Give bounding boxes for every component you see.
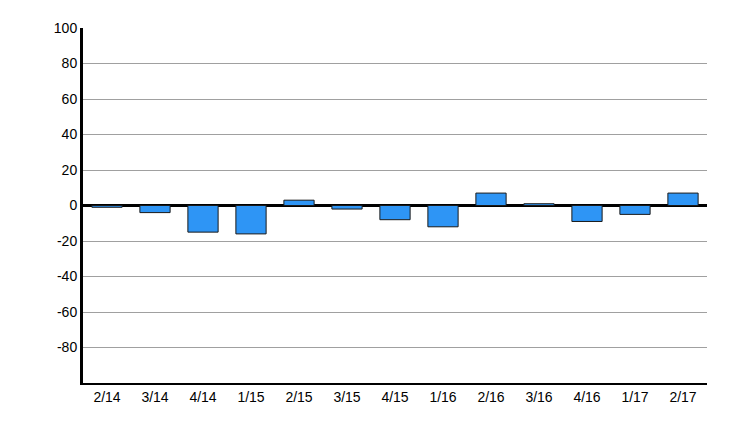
svg-text:60: 60 <box>62 91 78 107</box>
svg-text:0: 0 <box>69 197 77 213</box>
svg-text:1/15: 1/15 <box>237 389 264 405</box>
svg-text:1/16: 1/16 <box>429 389 456 405</box>
svg-text:4/16: 4/16 <box>573 389 600 405</box>
svg-text:3/14: 3/14 <box>141 389 168 405</box>
svg-text:2/15: 2/15 <box>285 389 312 405</box>
svg-text:80: 80 <box>62 55 78 71</box>
svg-text:2/16: 2/16 <box>477 389 504 405</box>
svg-text:100: 100 <box>54 20 78 36</box>
svg-text:-20: -20 <box>57 233 77 249</box>
svg-text:4/15: 4/15 <box>381 389 408 405</box>
svg-text:3/15: 3/15 <box>333 389 360 405</box>
svg-text:-60: -60 <box>57 304 77 320</box>
svg-text:-40: -40 <box>57 268 77 284</box>
svg-text:2/17: 2/17 <box>669 389 696 405</box>
svg-text:4/14: 4/14 <box>189 389 216 405</box>
svg-text:40: 40 <box>62 126 78 142</box>
svg-text:2/14: 2/14 <box>93 389 120 405</box>
svg-text:3/16: 3/16 <box>525 389 552 405</box>
svg-text:1/17: 1/17 <box>621 389 648 405</box>
svg-text:20: 20 <box>62 162 78 178</box>
svg-text:-80: -80 <box>57 339 77 355</box>
